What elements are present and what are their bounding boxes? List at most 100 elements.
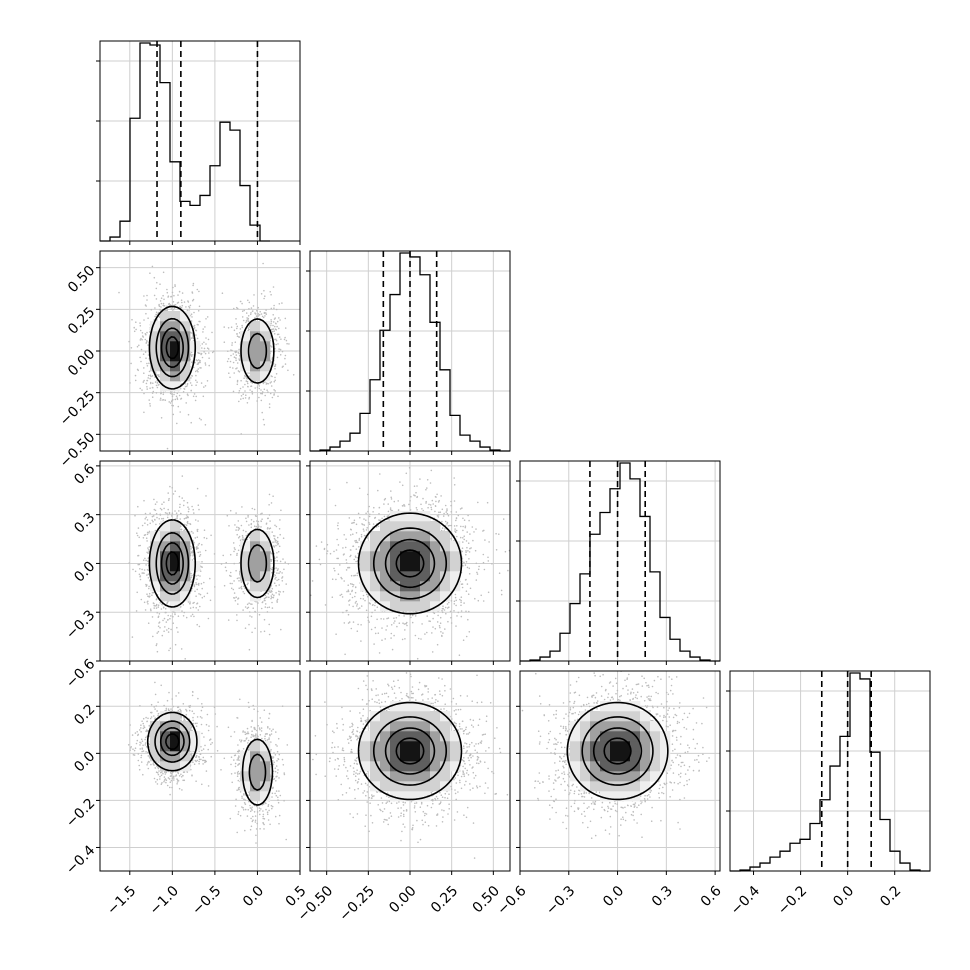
density-cell: [620, 731, 631, 742]
x-tick-label: −1.5: [104, 883, 139, 918]
density-cell: [430, 601, 441, 612]
density-cell: [430, 741, 441, 752]
density-cell: [410, 771, 421, 782]
density-cell: [450, 561, 461, 572]
density-cell: [240, 561, 251, 572]
density-cell: [380, 521, 391, 532]
density-cell: [600, 771, 611, 782]
density-cell: [370, 731, 381, 742]
grid-layer: [100, 41, 930, 871]
density-cell: [360, 751, 371, 762]
density-cell: [400, 711, 411, 722]
density-cell: [260, 561, 271, 572]
density-cell: [170, 741, 181, 752]
density-cell: [590, 771, 601, 782]
density-cell: [410, 741, 421, 752]
x-tick-label: 0.25: [428, 883, 461, 916]
density-cell: [160, 711, 171, 722]
density-cell: [150, 351, 161, 362]
density-cell: [260, 331, 271, 342]
density-cell: [380, 751, 391, 762]
density-cell: [450, 541, 461, 552]
density-cell: [190, 731, 201, 742]
contour-level-3: [592, 727, 643, 775]
density-cell: [150, 361, 161, 372]
density-cell: [580, 781, 591, 792]
density-cell: [240, 771, 251, 782]
density-cell: [260, 361, 271, 372]
density-cell: [410, 701, 421, 712]
density-cell: [250, 351, 261, 362]
contour-level-2: [372, 716, 448, 786]
density-cell: [170, 751, 181, 762]
density-cell: [380, 711, 391, 722]
density-cell: [400, 591, 411, 602]
y-tick-label: 0.6: [71, 461, 98, 488]
density-cell: [400, 791, 411, 802]
panel-frame: [729, 670, 931, 872]
density-cell: [360, 551, 371, 562]
density-cell: [240, 341, 251, 352]
density-cell: [420, 561, 431, 572]
density-cell: [420, 571, 431, 582]
density-cell: [420, 521, 431, 532]
density-cell: [160, 521, 171, 532]
density-cell: [600, 701, 611, 712]
contour-level-4: [603, 737, 632, 765]
density-cell: [360, 581, 371, 592]
density-cell: [450, 551, 461, 562]
density-cell: [180, 561, 191, 572]
contour-level-3: [160, 327, 184, 368]
density-cell: [170, 341, 181, 352]
density-cell: [590, 761, 601, 772]
density-cell: [440, 581, 451, 592]
contour-level-3: [159, 727, 185, 757]
density-cell: [430, 751, 441, 762]
density-cell: [260, 751, 271, 762]
contour-level-4: [165, 551, 180, 576]
density-cell: [160, 591, 171, 602]
density-cell: [380, 581, 391, 592]
density-cell: [410, 521, 421, 532]
scatter-panel-1-2: [118, 262, 295, 450]
density-cell: [240, 761, 251, 772]
y-tick-label: 0.0: [71, 748, 98, 775]
density-cell: [180, 321, 191, 332]
density-cell: [170, 551, 181, 562]
density-cell: [420, 531, 431, 542]
contour-level-4: [165, 336, 180, 360]
density-cell: [180, 531, 191, 542]
density-cell: [650, 721, 661, 732]
density-cell: [260, 571, 271, 582]
scatter-panel-2-4: [310, 672, 509, 859]
x-tick-label: 0.6: [698, 883, 725, 910]
density-cell: [420, 731, 431, 742]
density-cell: [450, 571, 461, 582]
density-cell: [570, 731, 581, 742]
density-cell: [160, 551, 171, 562]
density-cell: [450, 761, 461, 772]
density-cell: [400, 751, 411, 762]
density-cell: [260, 531, 271, 542]
density-cell: [600, 731, 611, 742]
density-cell: [150, 581, 161, 592]
density-cell: [430, 541, 441, 552]
density-cell: [150, 571, 161, 582]
density-cell: [150, 331, 161, 342]
density-cell: [150, 551, 161, 562]
density-cell: [630, 781, 641, 792]
density-cell: [610, 731, 621, 742]
density-cell: [400, 531, 411, 542]
density-cell: [400, 781, 411, 792]
density-cell: [160, 761, 171, 772]
density-cell: [390, 731, 401, 742]
density-cell: [620, 781, 631, 792]
density-cell: [430, 781, 441, 792]
density-cell: [150, 541, 161, 552]
density-cell: [450, 751, 461, 762]
density-cell: [240, 361, 251, 372]
density-cell: [620, 711, 631, 722]
density-cell: [420, 791, 431, 802]
density-cell: [240, 781, 251, 792]
density-cell: [380, 591, 391, 602]
